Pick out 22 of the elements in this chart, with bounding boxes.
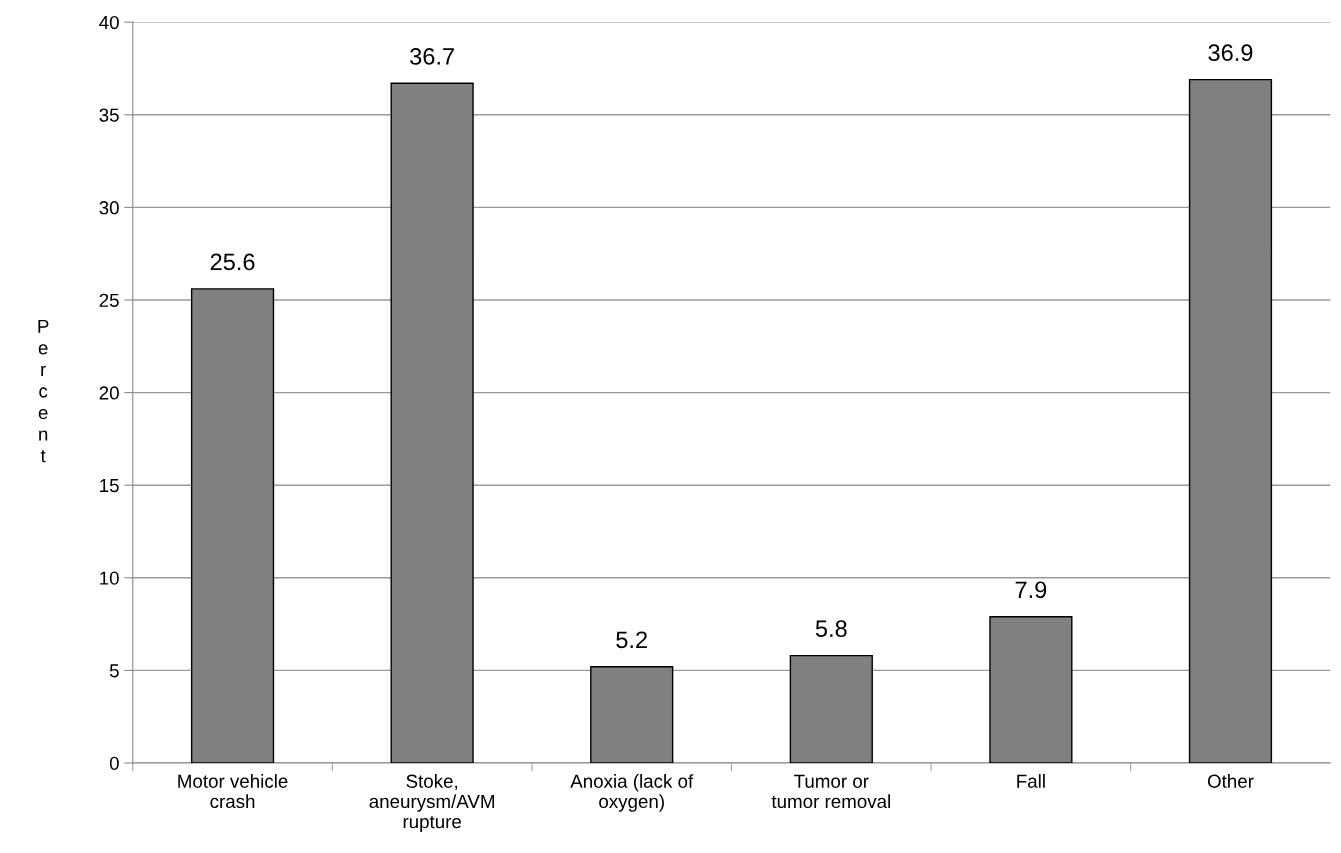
- y-tick-label: 40: [99, 15, 119, 30]
- y-axis-title: Percent: [38, 319, 49, 463]
- data-label: 5.8: [815, 620, 847, 638]
- data-label: 36.9: [1208, 44, 1253, 62]
- x-tick-label: Stoke, aneurysm/AVM rupture: [369, 774, 494, 832]
- y-tick-label: 15: [100, 479, 119, 493]
- x-tick-label: Tumor or tumor removal: [771, 774, 890, 809]
- y-tick-label: 0: [109, 756, 119, 770]
- x-tick-label: Other: [1207, 774, 1254, 788]
- y-tick-label: 5: [109, 664, 119, 678]
- x-tick-label: Motor vehicle crash: [178, 774, 288, 809]
- data-label: 25.6: [210, 253, 255, 271]
- y-tick-label: 25: [99, 293, 119, 307]
- x-tick-label: Anoxia (lack of oxygen): [570, 774, 694, 812]
- y-tick-label: 30: [99, 201, 119, 215]
- y-tick-label: 20: [99, 386, 119, 400]
- data-label: 7.9: [1015, 581, 1047, 599]
- y-tick-label: 10: [100, 571, 119, 585]
- x-tick-label: Fall: [1017, 774, 1045, 788]
- y-tick-label: 35: [99, 108, 119, 122]
- data-label: 36.7: [410, 48, 454, 65]
- data-label: 5.2: [616, 631, 647, 649]
